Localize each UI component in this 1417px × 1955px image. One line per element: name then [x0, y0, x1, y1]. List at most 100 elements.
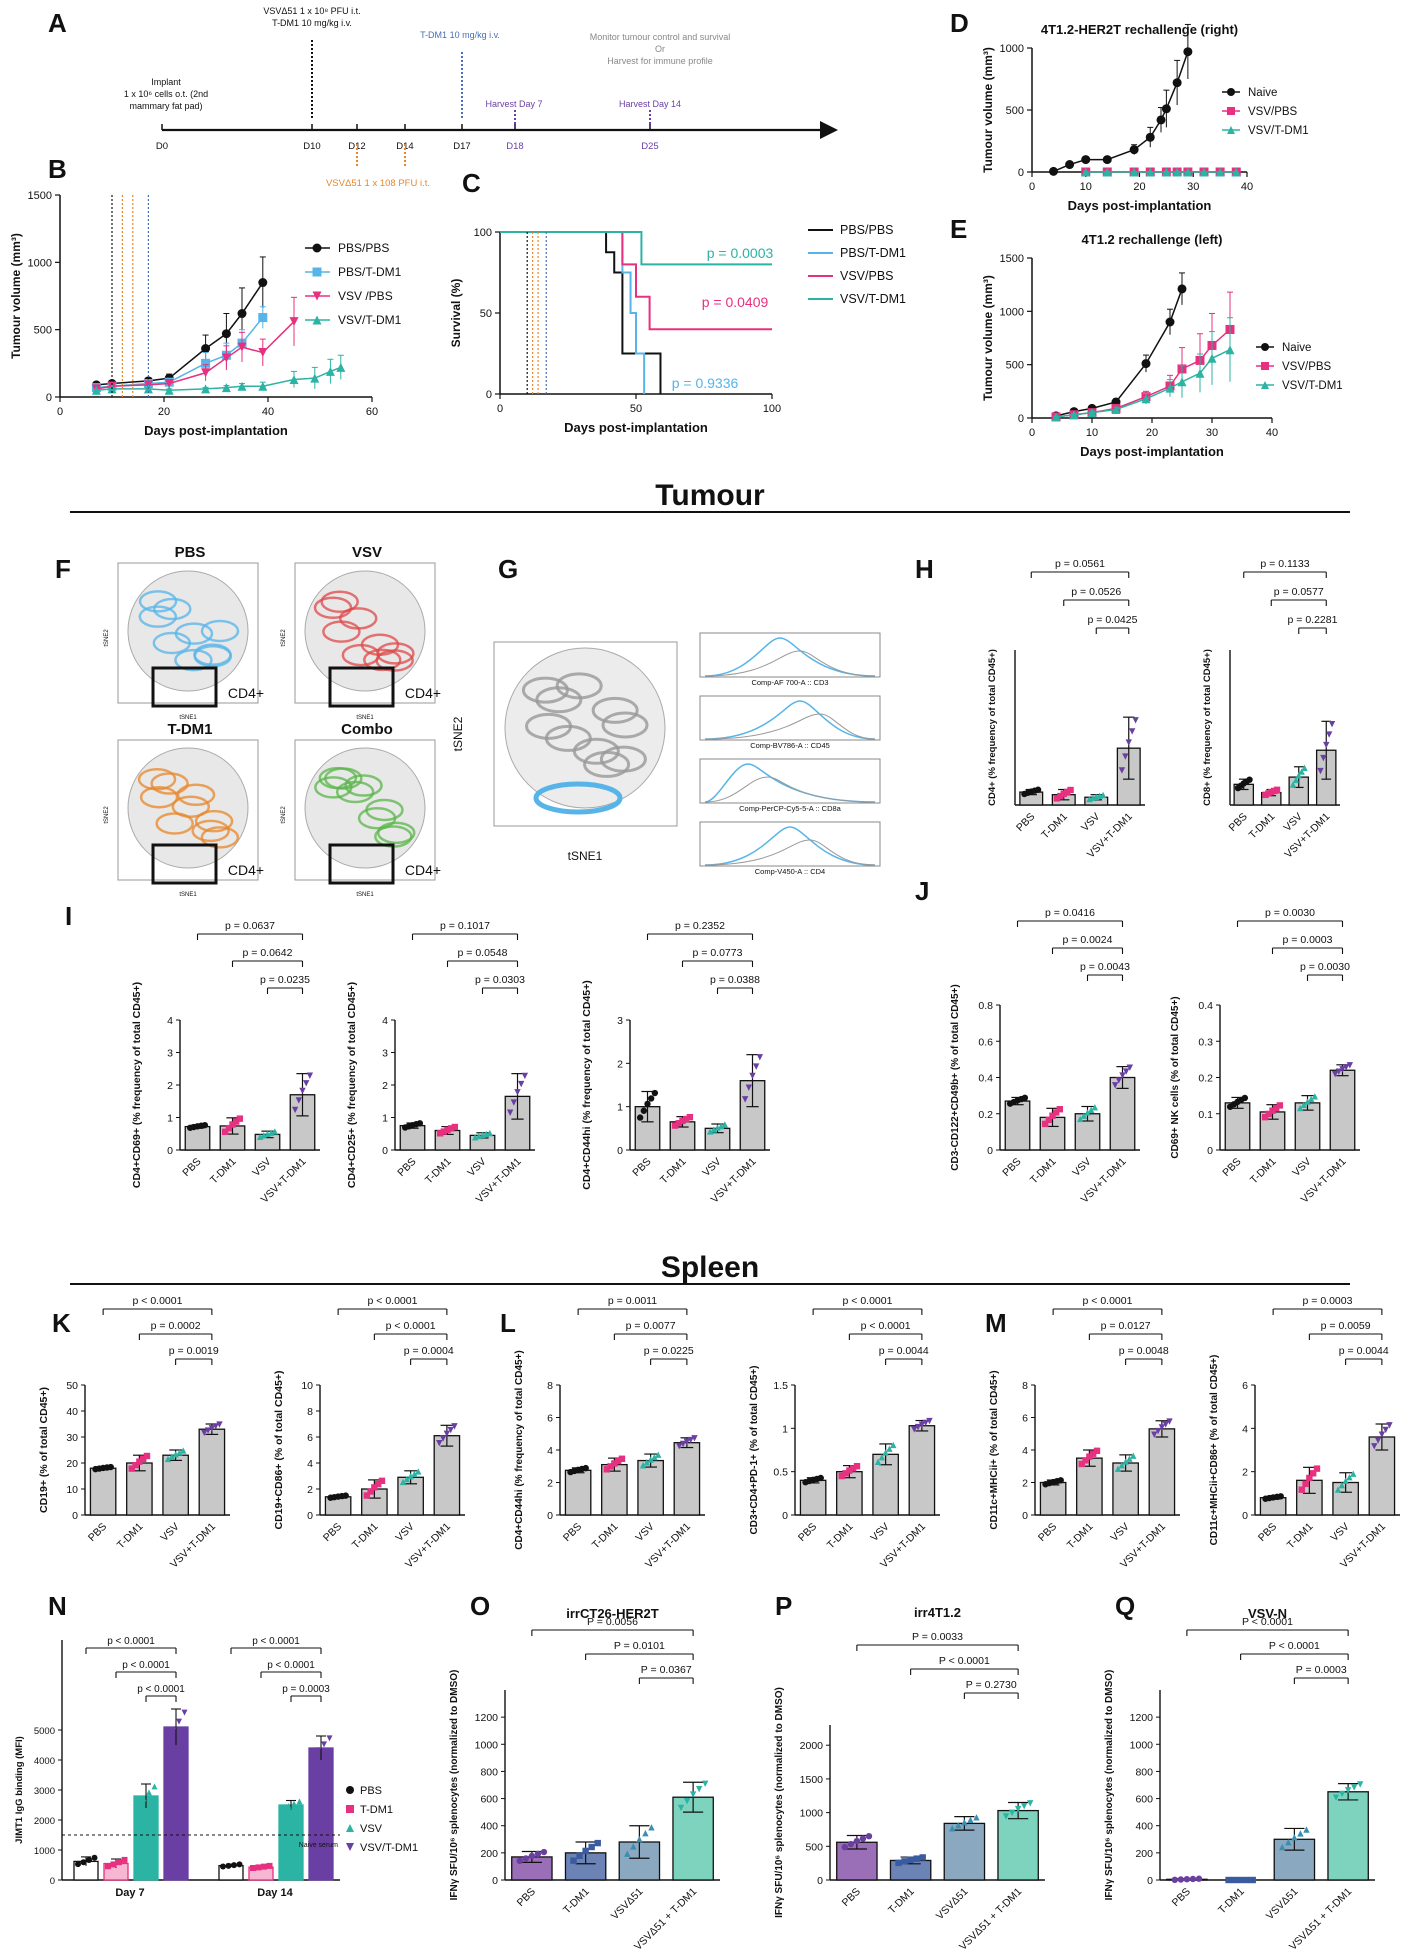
- gate-box: [328, 843, 395, 885]
- x-tick-label: VSV: [1079, 811, 1102, 834]
- x-tick-label: 0: [1029, 427, 1035, 439]
- replicate-point: [1306, 1474, 1313, 1482]
- replicate-point: [128, 1465, 135, 1472]
- legend-marker: [312, 243, 322, 253]
- replicate-point: [1346, 1062, 1354, 1069]
- gate-label: CD4+: [228, 685, 264, 701]
- replicate-point: [1317, 767, 1324, 775]
- data-point: [336, 362, 346, 372]
- x-tick-label: 10: [1080, 181, 1092, 193]
- x-tick-label: 30: [1187, 181, 1199, 193]
- y-axis-label: CD11c+MHCii+ (% of total CD45+): [989, 1370, 1000, 1529]
- x-tick-label: VSV: [1108, 1521, 1131, 1544]
- y-tick-label: 6: [547, 1413, 553, 1425]
- data-point: [1165, 383, 1175, 393]
- replicate-point: [255, 1864, 262, 1871]
- panel-label-c: C: [462, 168, 481, 198]
- x-tick-label: PBS: [561, 1521, 584, 1544]
- replicate-point: [164, 1455, 172, 1463]
- replicate-point: [1313, 1465, 1321, 1472]
- replicate-point: [1151, 1431, 1158, 1438]
- x-axis-label: Days post-implantation: [564, 420, 708, 435]
- y-tick-label: 0: [486, 389, 492, 401]
- replicate-point: [1338, 1790, 1346, 1798]
- series-line: [96, 317, 264, 389]
- x-tick-label: VSV: [633, 1521, 656, 1544]
- y-tick-label: 50: [66, 1380, 78, 1392]
- data-point: [91, 385, 101, 395]
- replicate-point: [588, 1843, 595, 1851]
- replicate-point: [291, 1106, 299, 1114]
- replicate-point: [922, 1419, 929, 1427]
- timeline-panel: D0 D10 D12 D14 D17 D18 D25 Implant 1 x 10⁶ cells…: [124, 6, 838, 189]
- series-vsv-t-dm1: [500, 231, 772, 266]
- y-tick-label: 0: [1207, 1145, 1213, 1157]
- series-vsv-pbs: [91, 296, 299, 394]
- replicate-point: [1125, 739, 1132, 746]
- replicate-point: [326, 1735, 333, 1742]
- replicate-point: [516, 1857, 523, 1865]
- y-tick-label: 0: [167, 1145, 173, 1157]
- replicate-point: [639, 1462, 647, 1469]
- histogram-frame: [699, 695, 881, 741]
- y-tick-label: 6: [307, 1432, 313, 1444]
- y-axis-label: CD3+CD4+PD-1+ (% of total CD45+): [749, 1366, 760, 1535]
- x-tick-label: T-DM1: [208, 1156, 239, 1187]
- x-tick-label: PBS: [1220, 1156, 1243, 1179]
- replicate-point: [1122, 753, 1129, 760]
- gate-label: CD4+: [405, 862, 441, 878]
- replicate-point: [911, 1426, 918, 1433]
- replicate-point: [682, 1115, 690, 1123]
- data-point: [1065, 160, 1075, 170]
- gate-label: CD4+: [228, 862, 264, 878]
- y-tick-label: 0: [50, 1876, 55, 1887]
- replicate-point: [919, 1854, 926, 1861]
- series-vsv-t-dm1: [1081, 167, 1241, 177]
- replicate-point: [582, 1464, 589, 1472]
- replicate-point: [371, 1484, 378, 1491]
- p-value-label: p = 0.0225: [644, 1345, 694, 1357]
- replicate-point: [121, 1856, 128, 1863]
- replicate-point: [689, 1791, 697, 1798]
- gate-box: [151, 843, 218, 885]
- replicate-point: [1300, 1101, 1308, 1109]
- y-tick-label: 0.2: [1198, 1073, 1213, 1085]
- replicate-point: [295, 1097, 303, 1104]
- legend-label: VSV: [360, 1823, 383, 1835]
- replicate-point: [1056, 1106, 1064, 1113]
- y-axis-label: Survival (%): [449, 279, 463, 348]
- tsne-cluster: [324, 767, 363, 790]
- tsne-title: Combo: [341, 721, 393, 738]
- y-axis-label: CD4+CD25+ (% frequency of total CD45+): [346, 982, 358, 1188]
- y-tick-label: 0.4: [1198, 1000, 1213, 1012]
- data-point: [310, 373, 320, 383]
- survival-curve: [500, 231, 772, 266]
- x-tick-label: T-DM1: [423, 1156, 454, 1187]
- timeline-day-d0: D0: [156, 141, 168, 152]
- panel-label-h: H: [915, 554, 934, 584]
- p-value-label: P < 0.0001: [939, 1655, 990, 1667]
- replicate-point: [1291, 1834, 1298, 1841]
- x-tick-label: VSV: [1290, 1156, 1313, 1179]
- chart-d: 0 10 20 30 40 0 500 1000 Days post-implantation T…: [981, 22, 1309, 213]
- tsne-cluster: [335, 780, 375, 804]
- tsne-axis-x: tSNE1: [179, 715, 197, 721]
- replicate-point: [706, 1128, 714, 1135]
- replicate-point: [1089, 1450, 1097, 1457]
- y-tick-label: 0.8: [978, 1000, 993, 1012]
- replicate-point: [1374, 1437, 1382, 1444]
- y-tick-label: 30: [66, 1432, 78, 1444]
- tsne-cluster: [525, 712, 573, 740]
- replicate-point: [895, 1859, 902, 1867]
- x-tick-label: PBS: [796, 1521, 819, 1544]
- y-tick-label: 1200: [475, 1712, 499, 1724]
- legend-label: VSV/T-DM1: [338, 313, 402, 327]
- tsne-cluster: [174, 648, 213, 672]
- data-point: [289, 374, 299, 384]
- replicate-point: [436, 1130, 444, 1137]
- data-point: [1049, 166, 1058, 176]
- y-tick-label: 1000: [475, 1739, 499, 1751]
- replicate-point: [1338, 1481, 1346, 1489]
- p-value-label: p < 0.0001: [386, 1320, 436, 1332]
